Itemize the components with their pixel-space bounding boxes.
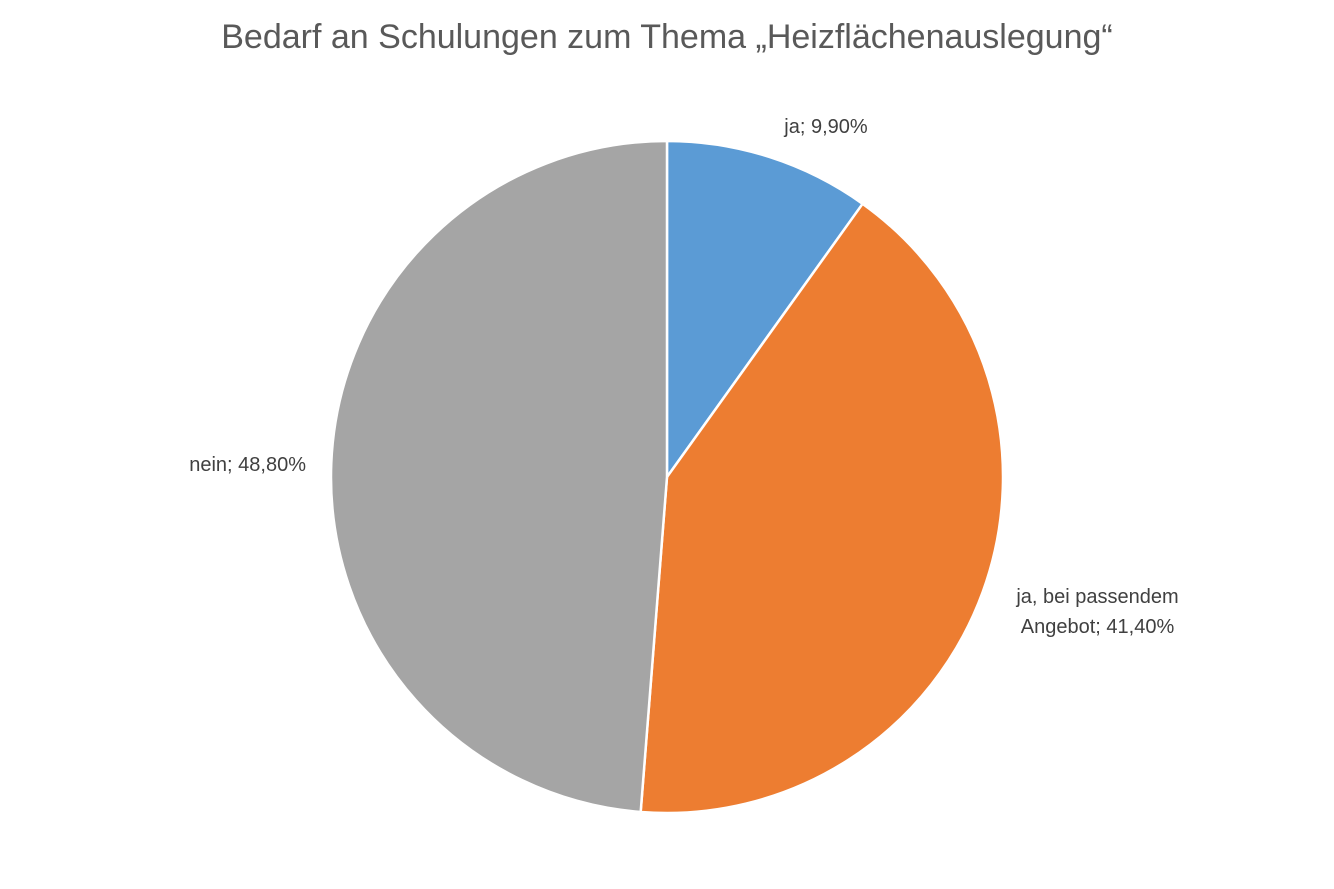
chart-title: Bedarf an Schulungen zum Thema „Heizfläc… bbox=[221, 18, 1113, 56]
data-label: nein; 48,80% bbox=[189, 454, 306, 476]
pie-slice bbox=[665, 139, 864, 479]
pie-slice bbox=[639, 202, 1005, 815]
data-label: ja, bei passendem Angebot; 41,40% bbox=[1016, 586, 1179, 638]
data-label: ja; 9,90% bbox=[784, 116, 868, 138]
pie-slice bbox=[329, 139, 669, 814]
